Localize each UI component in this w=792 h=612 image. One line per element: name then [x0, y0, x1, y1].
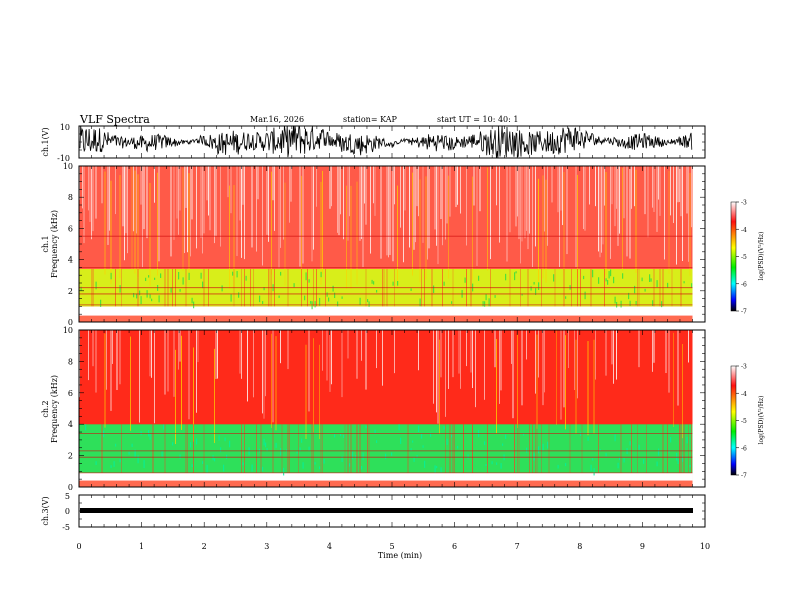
- y-tick-label: 6: [68, 389, 73, 398]
- ch2-spectrogram-panel: 0 2 4 6 8 10 ch.2 Frequency (kHz): [41, 326, 706, 492]
- x-tick-label: 9: [640, 542, 645, 551]
- x-tick-label: 5: [389, 542, 394, 551]
- ch3-ytick-top: 5: [65, 492, 70, 501]
- figure-title: VLF Spectra: [79, 113, 150, 126]
- x-axis-ticklabels: 0 1 2 3 4 5 6 7 8 9 10: [76, 542, 710, 551]
- y-tick-label: 2: [68, 452, 73, 461]
- colorbar-tick-label: -7: [741, 473, 747, 480]
- colorbar-tick-label: -4: [741, 391, 747, 398]
- ch1-colorbar: -3 -4 -5 -6 -7 log(PSD)(V²/Hz): [730, 200, 765, 316]
- ch1-spec-ylabel-ch: ch.1: [41, 235, 50, 252]
- ch1-waveform-panel: 10 -10 ch.1(V): [41, 123, 706, 163]
- y-tick-label: 8: [68, 193, 73, 202]
- ch1-waveform-trace: [79, 126, 693, 158]
- ch3-waveform-panel: 0 5 -5 ch.3(V): [41, 492, 706, 532]
- ch2-spec-ylabel-ch: ch.2: [41, 400, 50, 417]
- ch1-spec-ylabel-freq: Frequency (kHz): [50, 210, 59, 278]
- y-tick-label: 4: [68, 420, 73, 429]
- ch3-ytick-zero: 0: [65, 507, 70, 516]
- x-tick-label: 8: [577, 542, 582, 551]
- x-tick-label: 10: [700, 542, 710, 551]
- ch2-spec-ylabel-freq: Frequency (kHz): [50, 375, 59, 443]
- y-tick-label: 4: [68, 256, 73, 265]
- colorbar-tick-label: -6: [741, 445, 747, 452]
- y-tick-label: 0: [68, 318, 73, 327]
- x-tick-label: 6: [452, 542, 457, 551]
- x-tick-label: 4: [327, 542, 332, 551]
- x-tick-label: 0: [76, 542, 81, 551]
- y-tick-label: 10: [63, 326, 73, 335]
- ch1-colorbar-label: log(PSD)(V²/Hz): [758, 232, 765, 281]
- x-tick-label: 2: [202, 542, 207, 551]
- y-tick-label: 0: [68, 483, 73, 492]
- colorbar-tick-label: -6: [741, 281, 747, 288]
- station-label: station= KAP: [343, 115, 398, 124]
- colorbar-tick-label: -3: [741, 364, 747, 371]
- colorbar-tick-label: -4: [741, 227, 747, 234]
- y-tick-label: 8: [68, 357, 73, 366]
- y-tick-label: 2: [68, 287, 73, 296]
- ch3-ytick-bottom: -5: [62, 523, 70, 532]
- spectrogram-band: [79, 166, 693, 269]
- y-tick-label: 6: [68, 224, 73, 233]
- x-tick-label: 3: [264, 542, 269, 551]
- x-axis-label: Time (min): [378, 551, 422, 560]
- ch1-ytick-bottom: -10: [57, 154, 70, 163]
- colorbar-tick-label: -7: [741, 309, 747, 316]
- ch3-wave-ylabel: ch.3(V): [41, 496, 50, 525]
- spectrogram-band: [79, 330, 693, 425]
- y-tick-label: 10: [63, 162, 73, 171]
- spectrogram-band: [79, 306, 693, 316]
- ch1-wave-ylabel: ch.1(V): [41, 127, 50, 156]
- x-tick-label: 7: [515, 542, 520, 551]
- ch2-colorbar-label: log(PSD)(V²/Hz): [758, 396, 765, 445]
- ch2-colorbar: -3 -4 -5 -6 -7 log(PSD)(V²/Hz): [730, 364, 765, 480]
- start-time-label: start UT = 10: 40: 1: [437, 115, 518, 124]
- colorbar-tick-label: -5: [741, 254, 747, 261]
- ch1-ytick-top: 10: [60, 123, 70, 132]
- spectrogram-band: [79, 472, 693, 481]
- ch3-waveform-trace: [80, 508, 693, 513]
- colorbar-tick-label: -5: [741, 418, 747, 425]
- spectrogram-band: [79, 424, 693, 473]
- date-label: Mar.16, 2026: [250, 115, 304, 124]
- colorbar-tick-label: -3: [741, 200, 747, 207]
- ch1-spectrogram-panel: 0 2 4 6 8 10 ch.1 Frequency (kHz): [41, 162, 706, 327]
- x-tick-label: 1: [139, 542, 144, 551]
